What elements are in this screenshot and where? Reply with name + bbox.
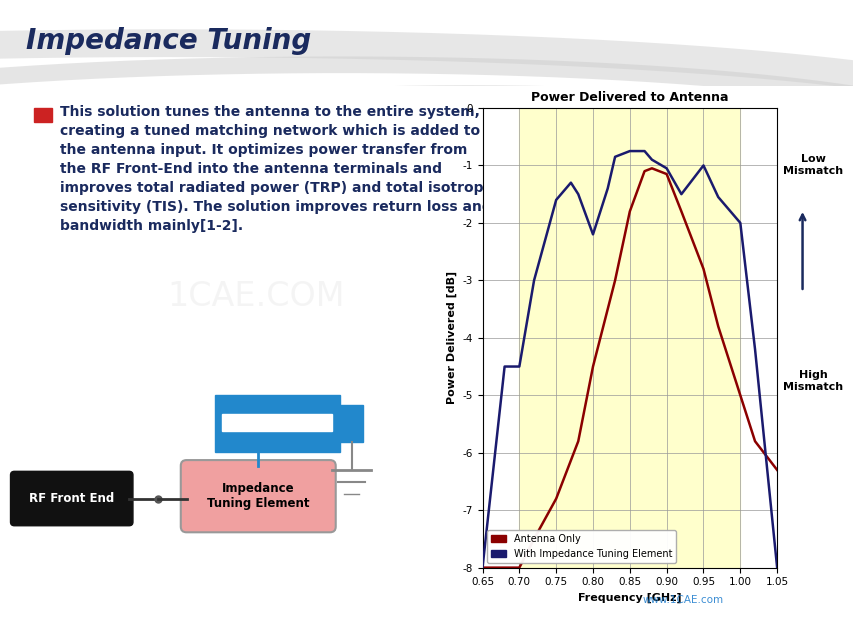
Text: 1CAE.COM: 1CAE.COM — [167, 280, 345, 313]
Text: This solution tunes the antenna to the entire system,
creating a tuned matching : This solution tunes the antenna to the e… — [60, 106, 496, 233]
Text: High
Mismatch: High Mismatch — [782, 370, 843, 392]
Bar — [222, 414, 332, 431]
Text: Impedance
Tuning Element: Impedance Tuning Element — [206, 482, 309, 510]
Y-axis label: Power Delivered [dB]: Power Delivered [dB] — [446, 271, 456, 404]
Text: Low
Mismatch: Low Mismatch — [782, 154, 843, 176]
FancyBboxPatch shape — [181, 460, 335, 532]
FancyBboxPatch shape — [10, 471, 133, 526]
Title: Power Delivered to Antenna: Power Delivered to Antenna — [531, 91, 728, 104]
Text: RF Front End: RF Front End — [29, 492, 114, 505]
Legend: Antenna Only, With Impedance Tuning Element: Antenna Only, With Impedance Tuning Elem… — [487, 530, 676, 563]
Bar — [519, 108, 740, 568]
X-axis label: Frequency [GHz]: Frequency [GHz] — [577, 593, 681, 603]
Bar — [215, 395, 339, 452]
Text: www.1CAE.com: www.1CAE.com — [642, 595, 722, 605]
Text: Impedance Tuning: Impedance Tuning — [26, 28, 310, 56]
Bar — [339, 405, 363, 442]
Bar — [34, 108, 52, 122]
